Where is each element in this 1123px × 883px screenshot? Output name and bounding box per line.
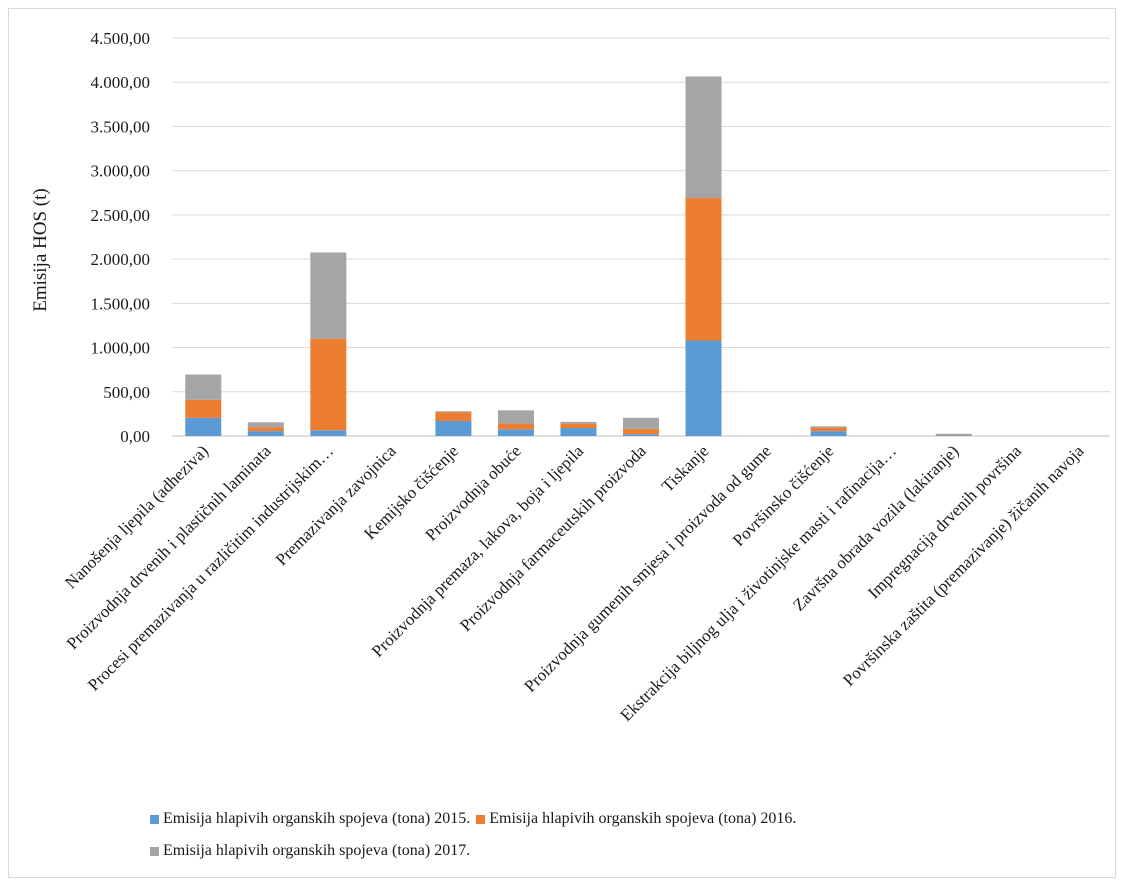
x-tick-label: Procesi premazivanja u različitim indust…: [84, 441, 337, 694]
legend-label-2016: Emisija hlapivih organskih spojeva (tona…: [489, 810, 797, 827]
bar-segment-2017: [185, 374, 222, 400]
bar-segment-2016: [435, 412, 472, 421]
bar-segment-2015: [623, 434, 659, 436]
bar-segment-2017: [497, 410, 534, 424]
bar-segment-2016: [810, 427, 847, 432]
bar-segment-2015: [247, 431, 284, 436]
bar-segment-2016: [497, 423, 534, 430]
bar-segment-2015: [435, 420, 472, 436]
bar-segment-2015: [310, 430, 347, 436]
x-tick-label: Tiskanje: [658, 441, 712, 495]
y-tick-label: 1.500,00: [91, 294, 151, 313]
bar-segment-2017: [247, 422, 284, 428]
bar-segment-2015: [185, 417, 222, 436]
x-tick-label: Premazivanja zavojnica: [272, 441, 400, 569]
bar-segment-2017: [935, 433, 972, 436]
legend-row-1: Emisija hlapivih organskih spojeva (tona…: [150, 810, 796, 828]
y-tick-label: 2.000,00: [91, 250, 151, 269]
bar-segment-2017: [435, 411, 472, 413]
bars: [185, 76, 972, 436]
legend-swatch-2016: [476, 814, 486, 824]
y-tick-label: 0,00: [120, 427, 150, 446]
bar-segment-2015: [810, 431, 847, 436]
y-tick-label: 3.000,00: [91, 162, 151, 181]
legend-swatch-2015: [150, 814, 159, 824]
y-tick-label: 500,00: [103, 383, 150, 402]
bar-segment-2017: [685, 76, 722, 199]
bar-segment-2017: [810, 426, 847, 428]
y-axis-title: Emisija HOS (t): [30, 188, 51, 312]
y-tick-label: 2.500,00: [91, 206, 151, 225]
bar-segment-2015: [497, 429, 534, 436]
bar-segment-2015: [685, 340, 722, 436]
bar-segment-2016: [560, 423, 597, 429]
bar-segment-2016: [685, 198, 722, 341]
y-tick-labels: 0,00 500,00 1.000,00 1.500,00 2.000,00 2.500,…: [91, 29, 151, 446]
legend-label-2015: Emisija hlapivih organskih spojeva (tona…: [163, 810, 471, 827]
legend-label-2017: Emisija hlapivih organskih spojeva (tona…: [163, 842, 471, 859]
bar-segment-2016: [310, 338, 347, 431]
y-tick-label: 4.000,00: [91, 73, 151, 92]
bar-segment-2017: [310, 252, 347, 339]
chart-frame: [8, 8, 1116, 878]
y-tick-label: 1.000,00: [91, 339, 151, 358]
y-tick-label: 4.500,00: [91, 29, 151, 48]
y-tick-label: 3.500,00: [91, 117, 151, 136]
legend-row-2: Emisija hlapivih organskih spojeva (tona…: [150, 842, 470, 860]
bar-segment-2016: [185, 399, 222, 418]
bar-segment-2017: [560, 421, 597, 424]
bar-segment-2016: [247, 427, 284, 432]
x-tick-labels: Nanošenja ljepila (adheziva)Proizvodnja …: [61, 441, 1088, 725]
x-tick-label: Površinska zaštita (premazivanje) žičani…: [839, 441, 1088, 690]
bar-segment-2017: [623, 417, 659, 429]
bar-segment-2016: [623, 428, 659, 435]
bar-segment-2015: [560, 428, 597, 436]
legend-swatch-2017: [150, 846, 159, 856]
